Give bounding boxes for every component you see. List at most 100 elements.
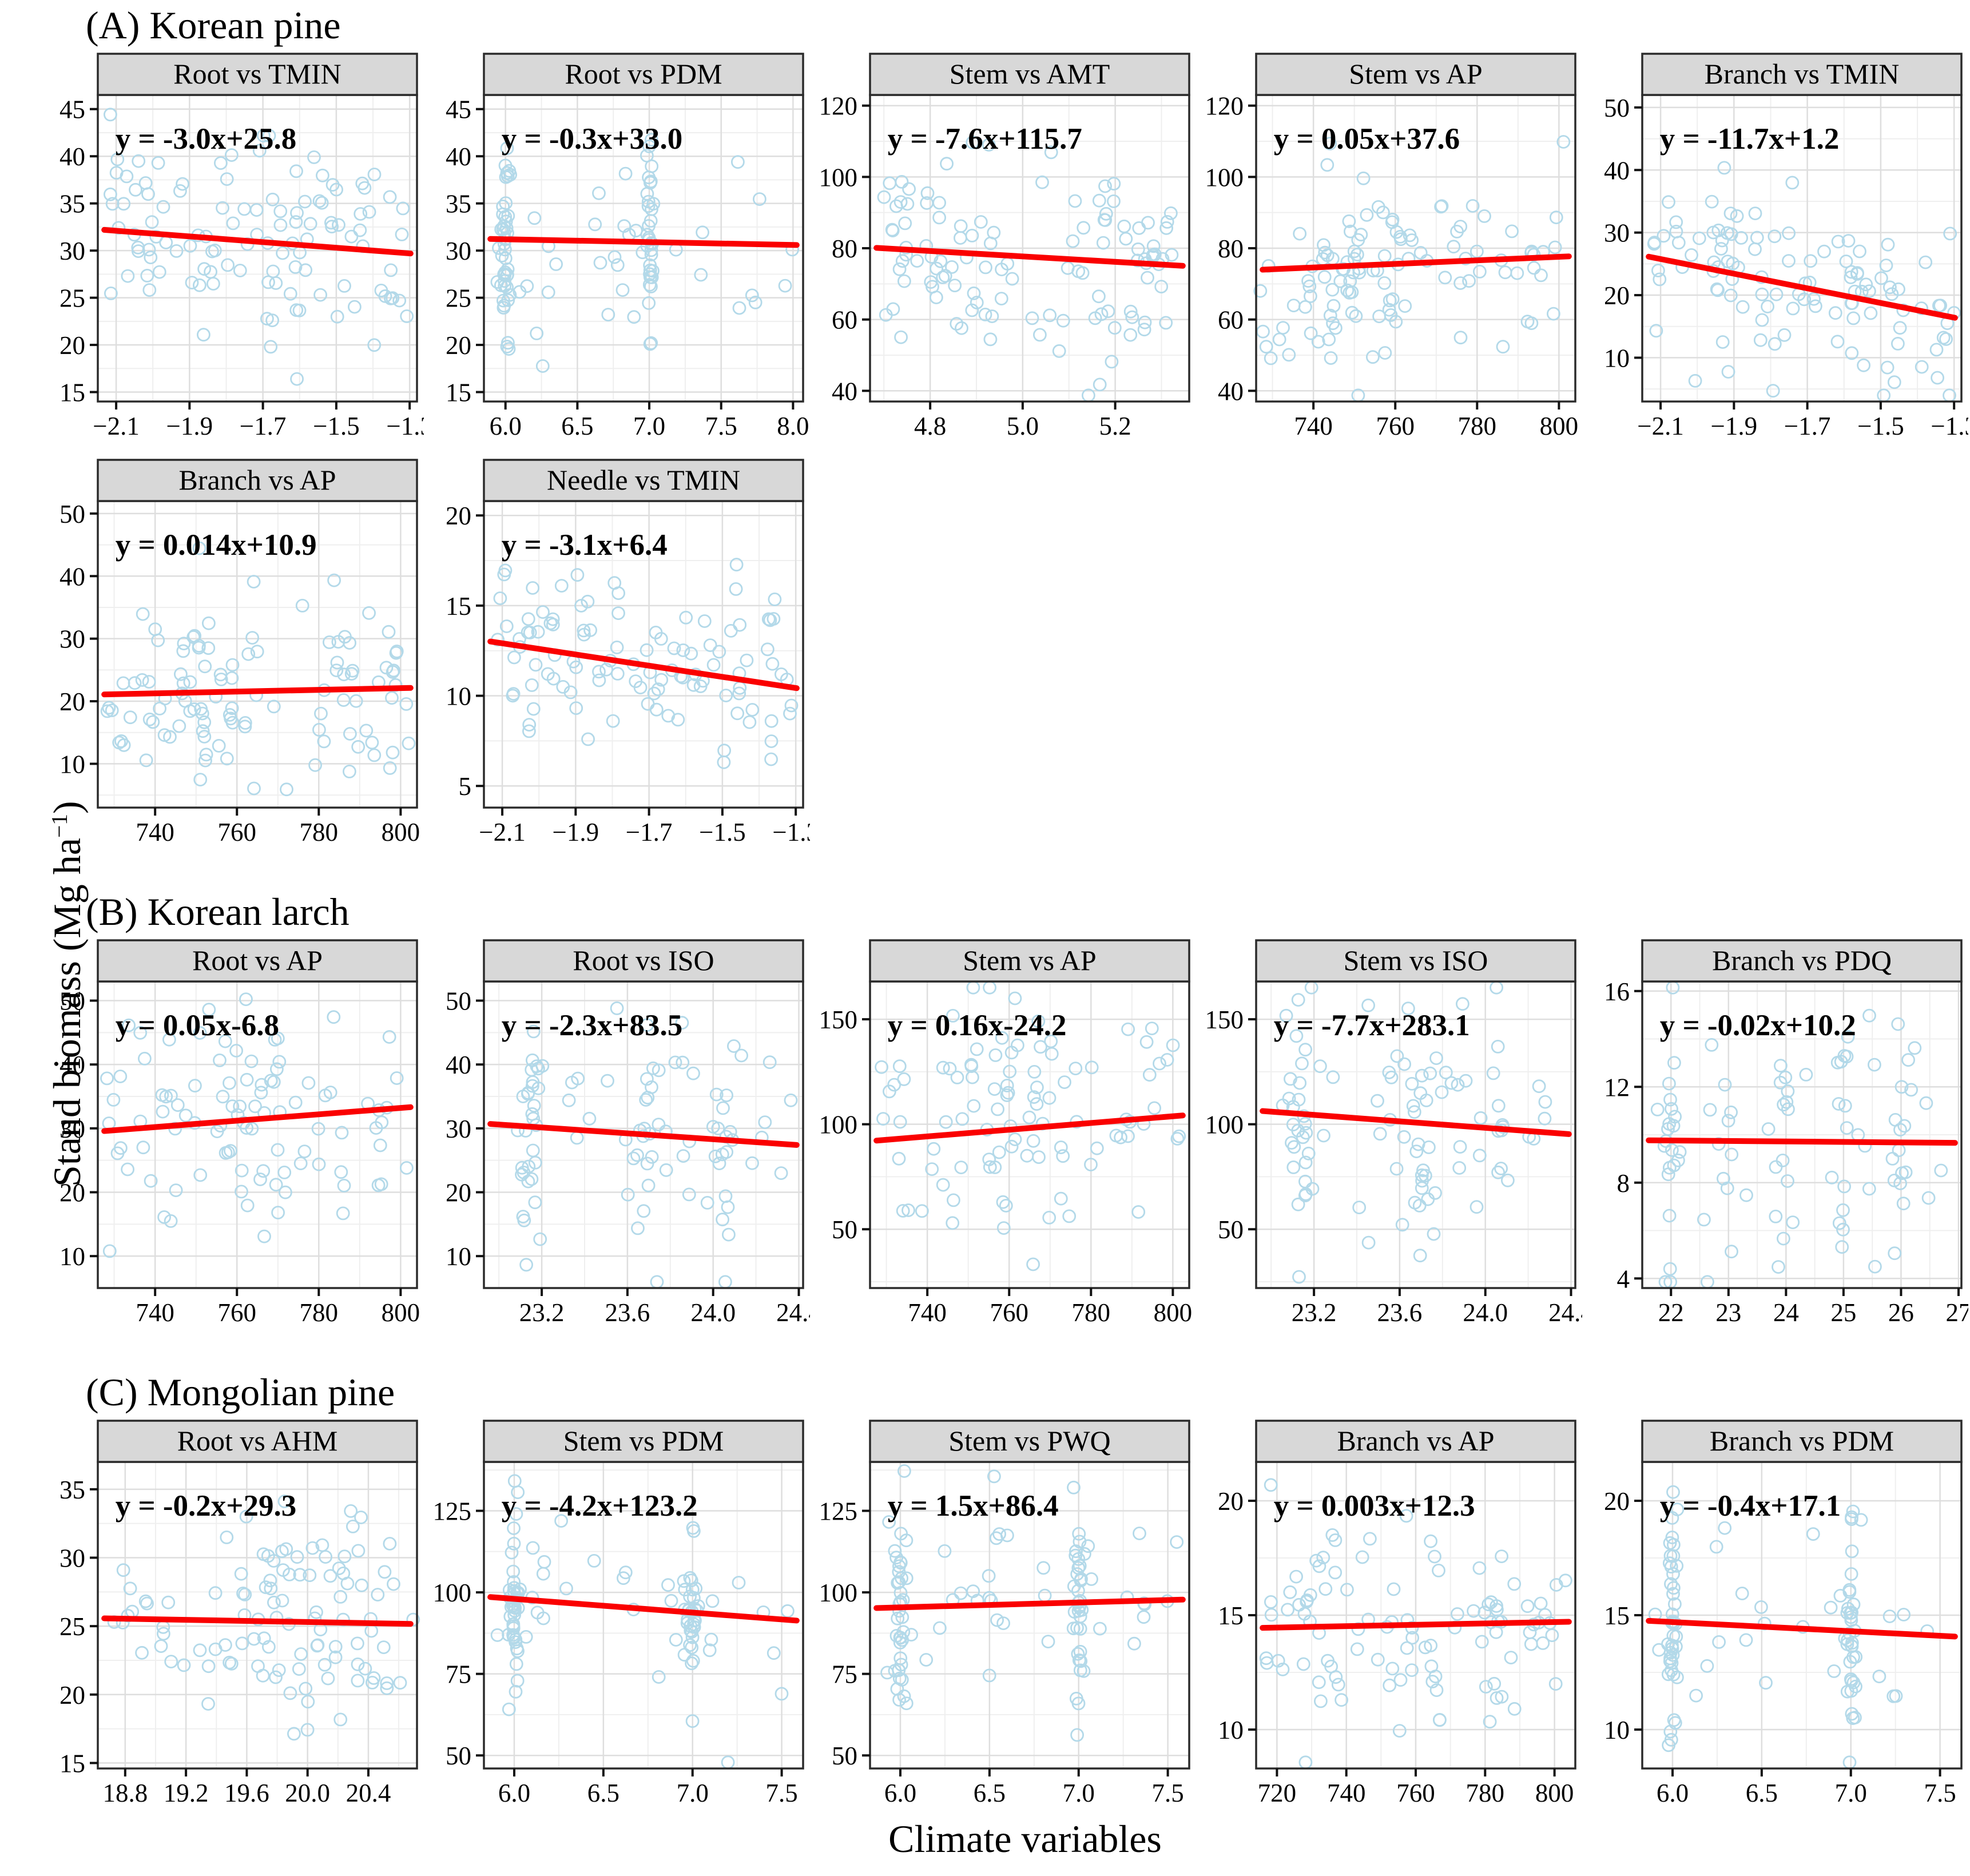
panel-r3-branch-vs-ap: Branch vs AP 720 740 760 780 800 10 15 20 y = 0.0… bbox=[1196, 1417, 1582, 1818]
svg-text:60: 60 bbox=[1218, 306, 1244, 335]
svg-text:30: 30 bbox=[59, 1544, 85, 1573]
svg-text:24.4: 24.4 bbox=[776, 1298, 810, 1327]
svg-text:Branch vs AP: Branch vs AP bbox=[1337, 1425, 1495, 1457]
svg-text:15: 15 bbox=[59, 379, 85, 407]
panel-plot-needle-vs-tmin: Needle vs TMIN −2.1 −1.9 −1.7 −1.5 −1.3 5 10 15 2… bbox=[446, 459, 819, 846]
panel-plot-branch-vs-pdm: Branch vs PDM 6.0 6.5 7.0 7.5 10 15 20 y = -0.4x… bbox=[1604, 1420, 1963, 1807]
svg-text:7.5: 7.5 bbox=[1924, 1779, 1956, 1807]
panel-r1-branch-vs-ap: Branch vs AP 740 760 780 800 10 20 30 40 50 y = 0.… bbox=[38, 456, 424, 857]
panel-plot-root-vs-tmin: Root vs TMIN −2.1 −1.9 −1.7 −1.5 −1.3 15 20 25 30… bbox=[59, 53, 433, 440]
svg-text:150: 150 bbox=[819, 1005, 858, 1034]
svg-text:760: 760 bbox=[1376, 412, 1415, 440]
svg-text:720: 720 bbox=[1258, 1779, 1297, 1807]
panel-row-a1: Root vs TMIN −2.1 −1.9 −1.7 −1.5 −1.3 15 20 25 30… bbox=[0, 50, 1970, 451]
svg-text:40: 40 bbox=[59, 1051, 85, 1079]
panel-plot-root-vs-iso: Root vs ISO 23.2 23.6 24.0 24.4 10 20 30 40 50 y =… bbox=[446, 939, 821, 1327]
svg-text:5: 5 bbox=[459, 772, 472, 801]
svg-text:40: 40 bbox=[832, 377, 857, 406]
svg-text:20: 20 bbox=[1218, 1487, 1244, 1516]
svg-text:100: 100 bbox=[819, 1579, 858, 1607]
panel-plot-stem-vs-ap: Stem vs AP 740 760 780 800 40 60 80 100 120 y = 0.… bbox=[1205, 53, 1578, 440]
svg-text:8: 8 bbox=[1617, 1169, 1630, 1198]
svg-text:22: 22 bbox=[1658, 1298, 1684, 1327]
svg-text:y = 0.05x-6.8: y = 0.05x-6.8 bbox=[116, 1009, 279, 1042]
svg-text:y = -7.7x+283.1: y = -7.7x+283.1 bbox=[1274, 1009, 1470, 1042]
svg-text:760: 760 bbox=[217, 818, 256, 846]
panel-plot-stem-vs-iso: Stem vs ISO 23.2 23.6 24.0 24.4 50 100 150 y = -… bbox=[1205, 939, 1594, 1327]
svg-text:25: 25 bbox=[446, 284, 471, 313]
svg-text:50: 50 bbox=[59, 987, 85, 1016]
svg-text:7.5: 7.5 bbox=[765, 1779, 797, 1807]
svg-text:40: 40 bbox=[446, 1051, 471, 1079]
svg-text:780: 780 bbox=[1072, 1298, 1111, 1327]
svg-text:Stem vs PDM: Stem vs PDM bbox=[563, 1425, 724, 1457]
svg-text:35: 35 bbox=[59, 190, 85, 218]
panel-plot-branch-vs-ap: Branch vs AP 740 760 780 800 10 20 30 40 50 y = 0.… bbox=[59, 459, 420, 846]
svg-text:10: 10 bbox=[446, 682, 471, 711]
panel-plot-stem-vs-amt: Stem vs AMT 4.8 5.0 5.2 40 60 80 100 120 y = -7.6… bbox=[819, 53, 1190, 440]
svg-text:6.0: 6.0 bbox=[490, 412, 522, 440]
svg-text:24: 24 bbox=[1773, 1298, 1799, 1327]
svg-text:20: 20 bbox=[446, 502, 471, 530]
svg-text:Branch vs AP: Branch vs AP bbox=[179, 464, 336, 496]
panel-r1-needle-vs-tmin: Needle vs TMIN −2.1 −1.9 −1.7 −1.5 −1.3 5 10 15 2… bbox=[424, 456, 819, 857]
svg-text:740: 740 bbox=[908, 1298, 947, 1327]
svg-text:−2.1: −2.1 bbox=[93, 412, 140, 440]
svg-text:75: 75 bbox=[832, 1660, 857, 1689]
svg-text:40: 40 bbox=[1218, 377, 1244, 406]
panel-plot-stem-vs-pdm: Stem vs PDM 6.0 6.5 7.0 7.5 50 75 100 125 y = -4.… bbox=[433, 1420, 804, 1807]
svg-text:23.2: 23.2 bbox=[1292, 1298, 1337, 1327]
svg-text:Branch vs PDQ: Branch vs PDQ bbox=[1712, 944, 1892, 976]
svg-text:−1.9: −1.9 bbox=[553, 818, 599, 846]
panel-r3-stem-vs-pdm: Stem vs PDM 6.0 6.5 7.0 7.5 50 75 100 125 y = -4.… bbox=[424, 1417, 810, 1818]
svg-text:−2.1: −2.1 bbox=[1637, 412, 1684, 440]
svg-text:60: 60 bbox=[832, 306, 857, 335]
svg-text:y = 0.05x+37.6: y = 0.05x+37.6 bbox=[1274, 122, 1460, 156]
svg-text:15: 15 bbox=[59, 1749, 85, 1778]
svg-text:100: 100 bbox=[433, 1579, 472, 1607]
panel-plot-branch-vs-tmin: Branch vs TMIN −2.1 −1.9 −1.7 −1.5 −1.3 10 20 30… bbox=[1604, 53, 1970, 440]
panel-plot-branch-vs-pdq: Branch vs PDQ 22 23 24 25 26 27 4 8 12 16 y = -0.02… bbox=[1604, 939, 1970, 1327]
svg-text:18.8: 18.8 bbox=[102, 1779, 148, 1807]
svg-text:20: 20 bbox=[59, 1681, 85, 1710]
svg-text:Branch vs TMIN: Branch vs TMIN bbox=[1705, 58, 1900, 90]
svg-text:30: 30 bbox=[446, 237, 471, 265]
svg-text:y = -3.0x+25.8: y = -3.0x+25.8 bbox=[116, 122, 297, 156]
panel-r2-branch-vs-pdq: Branch vs PDQ 22 23 24 25 26 27 4 8 12 16 y = -0.02… bbox=[1582, 937, 1970, 1337]
svg-text:40: 40 bbox=[1604, 156, 1630, 185]
svg-text:6.0: 6.0 bbox=[1657, 1779, 1689, 1807]
svg-text:6.5: 6.5 bbox=[1746, 1779, 1778, 1807]
panel-plot-root-vs-ap: Root vs AP 740 760 780 800 10 20 30 40 50 y = 0.05… bbox=[59, 939, 420, 1327]
svg-text:23: 23 bbox=[1715, 1298, 1741, 1327]
svg-text:y = -4.2x+123.2: y = -4.2x+123.2 bbox=[502, 1489, 698, 1523]
svg-text:y = -11.7x+1.2: y = -11.7x+1.2 bbox=[1660, 122, 1840, 156]
svg-text:30: 30 bbox=[59, 1115, 85, 1143]
svg-text:y = 0.16x-24.2: y = 0.16x-24.2 bbox=[888, 1009, 1067, 1042]
svg-text:y = 0.014x+10.9: y = 0.014x+10.9 bbox=[116, 528, 317, 562]
svg-text:20: 20 bbox=[1604, 1487, 1630, 1516]
panel-r0-branch-vs-tmin: Branch vs TMIN −2.1 −1.9 −1.7 −1.5 −1.3 10 20 30… bbox=[1582, 50, 1970, 451]
svg-text:7.0: 7.0 bbox=[677, 1779, 709, 1807]
svg-text:150: 150 bbox=[1205, 1005, 1244, 1034]
svg-text:Stem vs AMT: Stem vs AMT bbox=[950, 58, 1110, 90]
svg-text:24.0: 24.0 bbox=[690, 1298, 736, 1327]
svg-text:50: 50 bbox=[832, 1742, 857, 1770]
svg-text:780: 780 bbox=[1466, 1779, 1505, 1807]
svg-text:6.0: 6.0 bbox=[498, 1779, 530, 1807]
svg-text:23.2: 23.2 bbox=[519, 1298, 565, 1327]
svg-text:800: 800 bbox=[382, 818, 420, 846]
svg-text:120: 120 bbox=[819, 92, 858, 121]
svg-text:19.2: 19.2 bbox=[164, 1779, 209, 1807]
panel-r0-stem-vs-ap: Stem vs AP 740 760 780 800 40 60 80 100 120 y = 0.… bbox=[1196, 50, 1582, 451]
svg-text:125: 125 bbox=[819, 1497, 858, 1526]
svg-text:5.2: 5.2 bbox=[1099, 412, 1131, 440]
panel-r2-stem-vs-iso: Stem vs ISO 23.2 23.6 24.0 24.4 50 100 150 y = -… bbox=[1196, 937, 1594, 1337]
svg-text:7.5: 7.5 bbox=[1151, 1779, 1183, 1807]
panel-r2-root-vs-iso: Root vs ISO 23.2 23.6 24.0 24.4 10 20 30 40 50 y =… bbox=[424, 937, 821, 1337]
svg-text:740: 740 bbox=[136, 1298, 174, 1327]
svg-text:50: 50 bbox=[1604, 94, 1630, 122]
svg-text:780: 780 bbox=[300, 1298, 339, 1327]
section-title-b: (B) Korean larch bbox=[86, 890, 349, 933]
svg-text:26: 26 bbox=[1888, 1298, 1914, 1327]
